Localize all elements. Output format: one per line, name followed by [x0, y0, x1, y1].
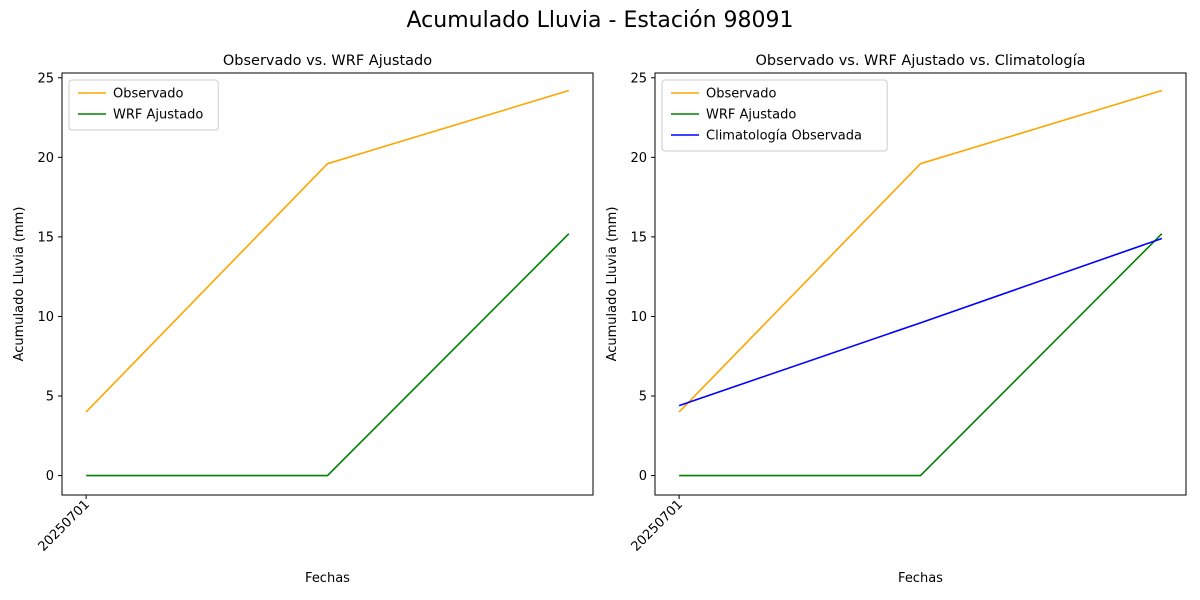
y-tick-label: 25 — [37, 71, 54, 86]
y-tick-label: 15 — [37, 230, 54, 245]
legend-label: Observado — [706, 87, 777, 102]
y-tick-label: 10 — [630, 310, 647, 325]
series-line-3 — [678, 237, 1163, 407]
y-axis-label: Acumulado Lluvia (mm) — [605, 207, 620, 362]
y-tick-label: 5 — [46, 390, 54, 405]
y-tick-label: 0 — [639, 469, 647, 484]
chart-title: Observado vs. WRF Ajustado vs. Climatolo… — [756, 53, 1086, 69]
y-tick-label: 0 — [46, 469, 54, 484]
chart-panel-2: Observado vs. WRF Ajustado vs. Climatolo… — [605, 53, 1187, 586]
x-tick-label: 20250701 — [629, 497, 686, 554]
figure-title: Acumulado Lluvia - Estación 98091 — [406, 8, 794, 33]
y-tick-label: 15 — [630, 230, 647, 245]
y-tick-label: 5 — [639, 390, 647, 405]
y-tick-label: 25 — [630, 71, 647, 86]
legend-label: WRF Ajustado — [706, 108, 796, 123]
y-tick-label: 10 — [37, 310, 54, 325]
legend-label: WRF Ajustado — [113, 108, 203, 123]
legend-box — [661, 79, 888, 152]
legend-label: Observado — [113, 87, 184, 102]
chart-panel-1: Observado vs. WRF Ajustado 0 5 10 15 20 25 2025… — [12, 53, 594, 586]
series-line-2 — [86, 233, 570, 477]
x-axis-label: Fechas — [305, 571, 350, 586]
series-line-1 — [85, 89, 570, 413]
legend-label: Climatología Observada — [706, 129, 862, 144]
x-tick-label: 20250701 — [36, 497, 93, 554]
x-axis-label: Fechas — [898, 571, 943, 586]
legend-box — [68, 79, 219, 131]
y-axis-label: Acumulado Lluvia (mm) — [12, 207, 27, 362]
series-line-2 — [679, 233, 1163, 477]
chart-title: Observado vs. WRF Ajustado — [223, 53, 432, 69]
axes-frame — [61, 72, 594, 496]
y-tick-label: 20 — [37, 151, 54, 166]
series-line-1 — [678, 89, 1163, 413]
axes-frame — [654, 72, 1187, 496]
y-tick-label: 20 — [630, 151, 647, 166]
